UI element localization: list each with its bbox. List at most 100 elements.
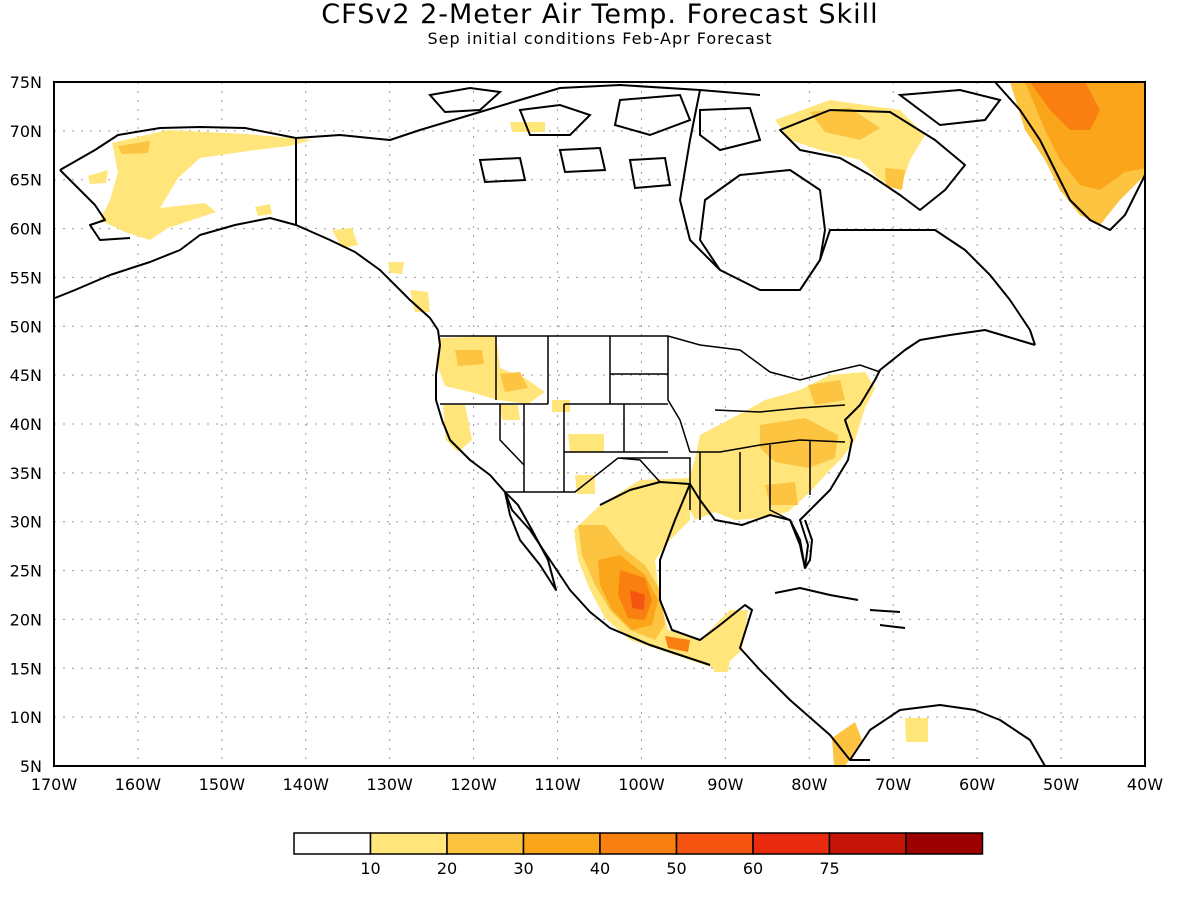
- baja: [504, 491, 557, 591]
- legend-label: 75: [819, 859, 839, 878]
- us-canada-border: [440, 335, 881, 381]
- latitude-label: 35N: [10, 464, 42, 483]
- legend-swatch: [446, 832, 525, 855]
- grid-lines: [54, 82, 1145, 766]
- baffin: [779, 109, 966, 211]
- longitude-labels: 170W 160W 150W 140W 130W 120W 110W 100W 90W 80W 70…: [31, 775, 1163, 794]
- legend-swatch: [369, 832, 448, 855]
- island-3: [613, 93, 692, 137]
- alaska-west-coast: [59, 169, 131, 241]
- island-1: [428, 86, 503, 114]
- shade-arctic: [775, 100, 925, 190]
- legend-swatch: [599, 832, 678, 855]
- latitude-label: 40N: [10, 415, 42, 434]
- longitude-label: 120W: [450, 775, 497, 794]
- longitude-label: 100W: [618, 775, 665, 794]
- latitude-labels: 75N 70N 65N 60N 55N 50N 45N 40N 35N 30N 25N 20N 15N 1…: [10, 73, 42, 776]
- south-america: [849, 704, 1046, 767]
- shade-bc-coast: [332, 228, 358, 248]
- latitude-label: 50N: [10, 317, 42, 336]
- latitude-label: 10N: [10, 708, 42, 727]
- state-lines: [440, 336, 846, 521]
- skill-shading: [88, 82, 1145, 766]
- shade-alaska: [100, 130, 312, 240]
- florida: [789, 519, 813, 569]
- legend-swatch: [905, 832, 984, 855]
- shade-georgia: [765, 482, 798, 505]
- shade-nebraska: [552, 400, 570, 412]
- legend-label: 50: [666, 859, 686, 878]
- longitude-label: 70W: [875, 775, 911, 794]
- canada-north-coast: [295, 84, 1036, 346]
- legend-label: 60: [743, 859, 763, 878]
- shade-south-am: [832, 722, 862, 766]
- latitude-label: 55N: [10, 268, 42, 287]
- shade-arctic-2: [885, 168, 905, 190]
- latitude-label: 30N: [10, 513, 42, 532]
- longitude-label: 150W: [199, 775, 246, 794]
- island-5: [558, 146, 607, 174]
- shade-pa: [808, 380, 845, 405]
- longitude-label: 160W: [115, 775, 162, 794]
- latitude-label: 65N: [10, 171, 42, 190]
- coastlines: [54, 81, 1146, 767]
- legend-swatch: [522, 832, 601, 855]
- latitude-label: 25N: [10, 562, 42, 581]
- longitude-label: 50W: [1043, 775, 1079, 794]
- shade-nevada: [500, 405, 520, 420]
- shade-texas-mexico: [574, 478, 748, 670]
- political-borders: [440, 335, 881, 521]
- plot-frame: [53, 81, 1146, 767]
- latitude-label: 15N: [10, 659, 42, 678]
- chart-title: CFSv2 2-Meter Air Temp. Forecast Skill: [321, 0, 879, 30]
- legend-swatch: [675, 832, 754, 855]
- island-7: [478, 156, 527, 184]
- west-coast: [435, 329, 711, 666]
- shade-east-us-inner: [760, 418, 838, 468]
- shade-colorado: [568, 434, 604, 452]
- longitude-label: 80W: [791, 775, 827, 794]
- shade-venezuela: [905, 718, 928, 742]
- mexico-gulf: [659, 483, 870, 761]
- island-6: [628, 156, 672, 190]
- shade-alaska-south: [255, 204, 272, 216]
- latitude-label: 45N: [10, 366, 42, 385]
- hudson-bay: [699, 169, 826, 291]
- chart-subtitle: Sep initial conditions Feb-Apr Forecast: [427, 29, 773, 48]
- legend-swatch: [293, 832, 372, 855]
- longitude-label: 110W: [534, 775, 581, 794]
- legend-swatch: [828, 832, 907, 855]
- shade-mexico-south: [665, 636, 690, 652]
- shade-alaska-inner: [118, 141, 150, 154]
- shade-alaska-west: [88, 170, 108, 184]
- longitude-label: 170W: [31, 775, 78, 794]
- alaska-coast: [54, 126, 439, 331]
- shade-pacific-nw-inner: [455, 350, 484, 366]
- longitude-label: 90W: [707, 775, 743, 794]
- island-4: [699, 106, 762, 152]
- greenland-coast: [994, 81, 1146, 231]
- shade-arctic-inner: [810, 108, 880, 140]
- shade-idaho: [500, 372, 528, 392]
- latitude-label: 70N: [10, 122, 42, 141]
- legend-label: 40: [590, 859, 610, 878]
- latitude-label: 60N: [10, 220, 42, 239]
- latitude-label: 20N: [10, 610, 42, 629]
- legend-swatch: [752, 832, 831, 855]
- legend-label: 10: [360, 859, 380, 878]
- latitude-label: 75N: [10, 73, 42, 92]
- longitude-label: 60W: [959, 775, 995, 794]
- shade-bc-coast-3: [410, 290, 430, 312]
- longitude-label: 140W: [283, 775, 330, 794]
- caribbean-islands: [774, 587, 906, 629]
- island-8: [897, 88, 1002, 127]
- shade-greenland-3: [1030, 82, 1100, 130]
- legend-label: 20: [437, 859, 457, 878]
- shade-central-am: [712, 658, 730, 672]
- shade-mexico-5: [630, 590, 645, 610]
- island-2: [518, 103, 592, 136]
- shade-pacific-nw: [436, 336, 545, 404]
- shade-bc-coast-2: [388, 262, 404, 274]
- latitude-label: 5N: [20, 757, 42, 776]
